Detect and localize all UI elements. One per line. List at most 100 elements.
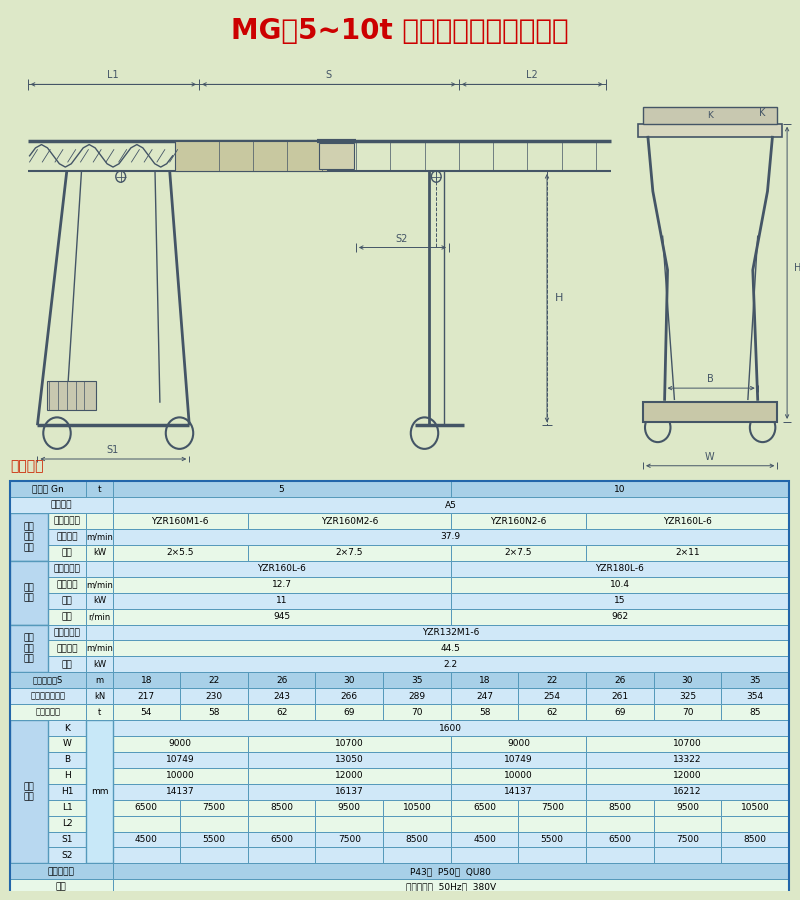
Bar xyxy=(10,863,113,879)
Text: L2: L2 xyxy=(526,70,538,80)
Bar xyxy=(86,577,113,593)
Text: MG型5~10t 双主梁吊钩门式起重机: MG型5~10t 双主梁吊钩门式起重机 xyxy=(231,17,569,46)
Text: H: H xyxy=(554,293,563,303)
Bar xyxy=(586,672,654,688)
Bar xyxy=(113,529,789,544)
Bar xyxy=(180,832,248,848)
Bar xyxy=(48,768,86,784)
Text: S2: S2 xyxy=(396,233,408,244)
Bar xyxy=(180,800,248,815)
Text: 荐用大轨道: 荐用大轨道 xyxy=(17,867,42,876)
Bar xyxy=(248,513,450,529)
Bar xyxy=(48,561,86,577)
Text: 10749: 10749 xyxy=(504,755,533,764)
Bar xyxy=(10,879,48,896)
Bar xyxy=(48,832,86,848)
Bar xyxy=(10,625,48,672)
Text: 30: 30 xyxy=(343,676,355,685)
Text: H: H xyxy=(64,771,70,780)
Text: 荐用大轨道: 荐用大轨道 xyxy=(48,867,74,876)
Bar xyxy=(48,815,86,832)
Bar xyxy=(86,513,113,529)
Text: K: K xyxy=(64,724,70,733)
Text: 354: 354 xyxy=(746,692,764,701)
Text: 功率: 功率 xyxy=(62,548,73,557)
Text: 4500: 4500 xyxy=(473,835,496,844)
Bar xyxy=(586,815,654,832)
Bar xyxy=(86,768,113,784)
Text: YZR160M2-6: YZR160M2-6 xyxy=(321,517,378,526)
Text: 12000: 12000 xyxy=(674,771,702,780)
Text: 小车
运行
机构: 小车 运行 机构 xyxy=(24,634,34,663)
Bar xyxy=(86,720,113,736)
Bar xyxy=(10,879,113,896)
Text: kN: kN xyxy=(94,692,105,701)
Bar xyxy=(450,768,586,784)
Text: 10500: 10500 xyxy=(402,803,431,812)
Text: 8500: 8500 xyxy=(744,835,766,844)
Bar xyxy=(48,482,86,497)
Bar xyxy=(86,529,113,544)
Text: 30: 30 xyxy=(682,676,694,685)
Text: 261: 261 xyxy=(611,692,629,701)
Text: 16137: 16137 xyxy=(335,788,364,796)
Bar xyxy=(518,848,586,863)
Bar xyxy=(113,768,248,784)
Text: H1: H1 xyxy=(794,263,800,273)
Bar xyxy=(86,641,113,656)
Text: 70: 70 xyxy=(682,707,694,716)
Text: 7500: 7500 xyxy=(202,803,226,812)
Bar xyxy=(654,848,722,863)
Text: 起重机最大轮压: 起重机最大轮压 xyxy=(30,692,66,701)
Bar xyxy=(86,800,113,815)
Bar xyxy=(48,641,86,656)
Text: 10000: 10000 xyxy=(504,771,533,780)
Bar xyxy=(248,768,450,784)
Text: 转速: 转速 xyxy=(62,612,73,621)
Text: 6500: 6500 xyxy=(473,803,496,812)
Bar xyxy=(450,736,586,752)
Text: S2: S2 xyxy=(62,850,73,860)
Bar xyxy=(174,140,326,171)
Bar xyxy=(248,688,315,704)
Text: 2×7.5: 2×7.5 xyxy=(335,548,363,557)
Bar xyxy=(10,800,48,815)
Bar xyxy=(10,672,48,688)
Bar xyxy=(383,832,450,848)
Bar xyxy=(48,752,86,768)
Text: 10500: 10500 xyxy=(741,803,770,812)
Bar xyxy=(248,544,450,561)
Bar xyxy=(383,815,450,832)
Bar xyxy=(10,704,48,720)
Bar xyxy=(48,736,86,752)
Text: 230: 230 xyxy=(206,692,222,701)
Text: A5: A5 xyxy=(445,500,457,509)
Bar xyxy=(586,544,789,561)
Text: L1: L1 xyxy=(62,803,73,812)
Bar xyxy=(86,544,113,561)
Text: 58: 58 xyxy=(208,707,220,716)
Bar xyxy=(450,513,586,529)
Bar xyxy=(586,736,789,752)
Bar xyxy=(113,656,789,672)
Text: 13322: 13322 xyxy=(674,755,702,764)
Bar xyxy=(586,752,789,768)
Text: kN: kN xyxy=(94,692,105,701)
Bar xyxy=(10,832,48,848)
Bar xyxy=(315,800,383,815)
Bar xyxy=(86,879,113,896)
Bar xyxy=(113,672,180,688)
Bar xyxy=(722,672,789,688)
Bar xyxy=(10,641,48,656)
Text: 247: 247 xyxy=(476,692,493,701)
Bar xyxy=(86,656,113,672)
Text: 大车
运行
机构: 大车 运行 机构 xyxy=(24,522,34,552)
Text: 5: 5 xyxy=(278,485,285,494)
Bar xyxy=(86,863,113,879)
Bar xyxy=(450,482,789,497)
Text: m/min: m/min xyxy=(86,533,113,542)
Bar xyxy=(86,497,113,513)
Bar xyxy=(86,736,113,752)
Text: 85: 85 xyxy=(750,707,761,716)
Text: kW: kW xyxy=(93,548,106,557)
